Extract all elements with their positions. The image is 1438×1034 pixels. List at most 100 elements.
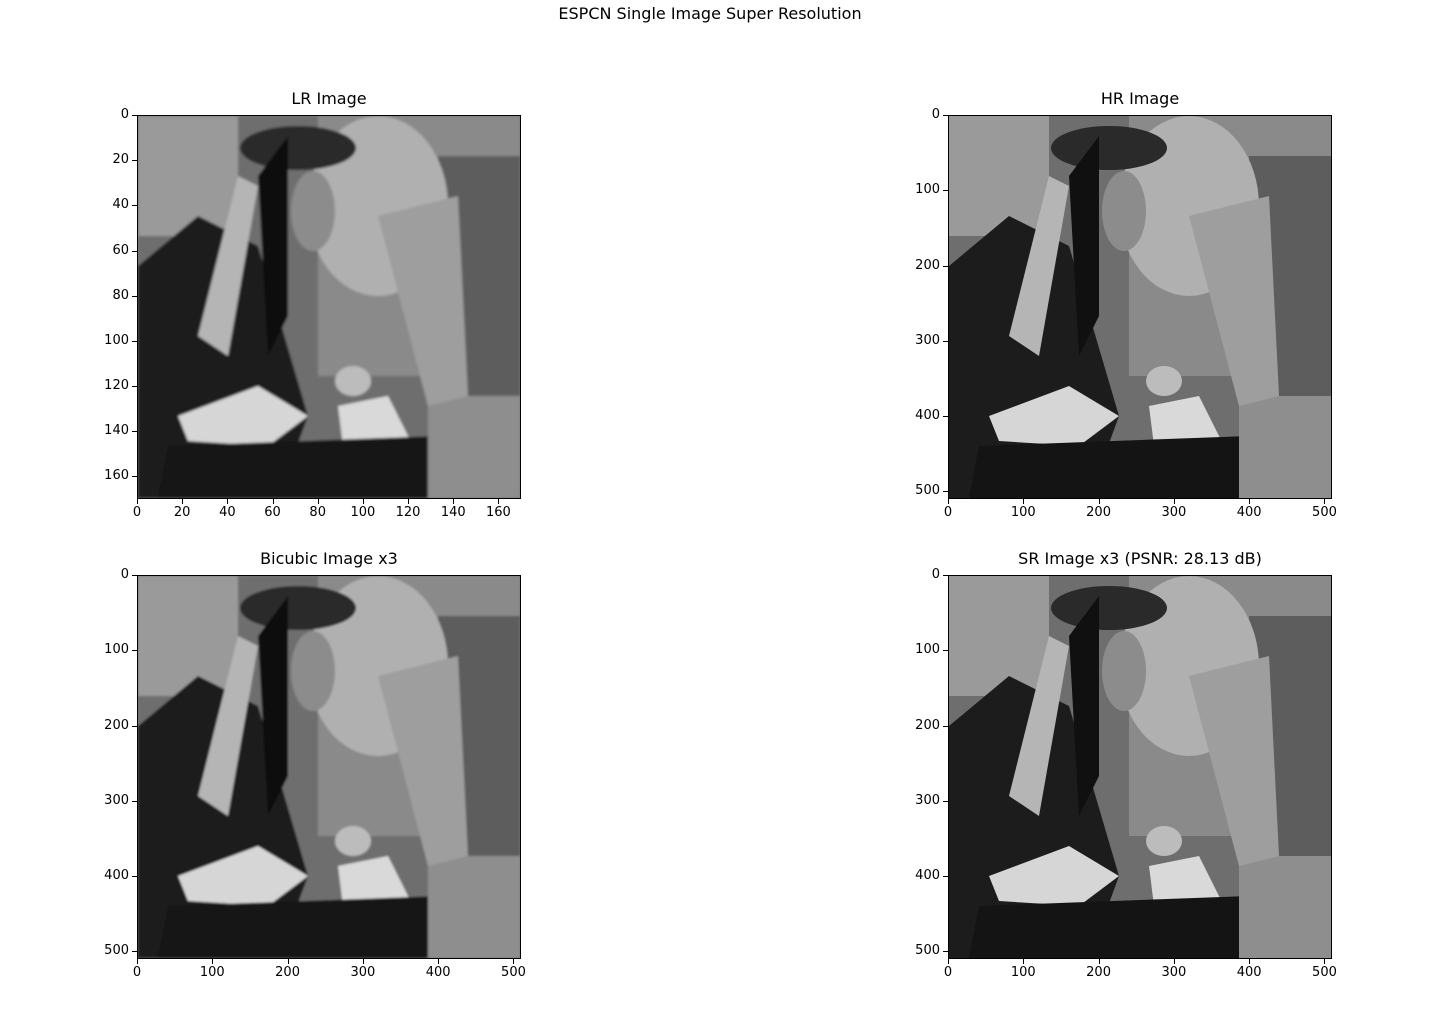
y-tick-mark (132, 725, 137, 727)
x-tick-mark (453, 499, 455, 504)
y-tick-label: 100 (104, 642, 129, 658)
y-tick-label: 20 (112, 152, 129, 168)
y-tick-label: 200 (104, 717, 129, 733)
y-tick-label: 160 (104, 468, 129, 484)
y-tick-label: 300 (104, 792, 129, 808)
x-tick-mark (1324, 959, 1326, 964)
y-tick-mark (132, 575, 137, 576)
y-tick-label: 100 (915, 642, 940, 658)
x-tick-label: 0 (943, 965, 953, 980)
y-tick-label: 140 (104, 423, 129, 439)
y-tick-label: 500 (104, 943, 129, 959)
y-tick-mark (132, 295, 137, 297)
y-tick-label: 200 (915, 257, 940, 273)
y-tick-label: 80 (112, 287, 129, 303)
x-tick-mark (1249, 499, 1251, 504)
portrait-image (138, 116, 520, 498)
y-tick-label: 300 (915, 792, 940, 808)
x-tick-label: 160 (485, 505, 511, 520)
x-tick-label: 0 (943, 505, 953, 520)
y-tick-label: 100 (915, 182, 940, 198)
y-tick-mark (132, 951, 137, 953)
x-tick-label: 400 (1236, 505, 1262, 520)
x-tick-mark (1173, 499, 1175, 504)
x-tick-label: 140 (440, 505, 466, 520)
y-tick-mark (132, 431, 137, 433)
panel-title: LR Image (291, 89, 367, 108)
x-tick-mark (182, 499, 184, 504)
y-tick-mark (943, 265, 948, 267)
x-tick-label: 500 (1312, 505, 1337, 520)
y-tick-mark (132, 476, 137, 478)
x-tick-label: 400 (425, 965, 451, 980)
x-tick-label: 500 (1312, 965, 1337, 980)
y-tick-mark (943, 800, 948, 802)
y-tick-mark (132, 340, 137, 342)
x-tick-mark (1023, 959, 1025, 964)
y-tick-label: 0 (120, 567, 129, 582)
figure-suptitle: ESPCN Single Image Super Resolution (558, 4, 862, 23)
x-tick-label: 100 (199, 965, 225, 980)
lr-image (137, 115, 521, 499)
y-tick-mark (132, 115, 137, 116)
x-tick-mark (1173, 959, 1175, 964)
sr-image (948, 575, 1332, 959)
panel-title: HR Image (1100, 89, 1180, 108)
y-tick-label: 0 (931, 107, 940, 122)
y-tick-mark (943, 340, 948, 342)
y-tick-mark (943, 951, 948, 953)
y-tick-label: 200 (915, 717, 940, 733)
x-tick-label: 0 (132, 505, 142, 520)
bicubic-image (137, 575, 521, 959)
x-tick-mark (227, 499, 229, 504)
x-tick-label: 300 (350, 965, 376, 980)
x-tick-label: 40 (219, 505, 236, 520)
y-tick-label: 0 (120, 107, 129, 122)
x-tick-mark (513, 959, 515, 964)
y-tick-mark (132, 650, 137, 652)
y-tick-mark (943, 575, 948, 576)
y-tick-label: 60 (112, 242, 129, 258)
x-tick-mark (137, 959, 138, 964)
x-tick-mark (137, 499, 138, 504)
y-tick-label: 100 (104, 332, 129, 348)
y-tick-mark (943, 725, 948, 727)
x-tick-mark (362, 959, 364, 964)
x-tick-mark (287, 959, 289, 964)
x-tick-label: 100 (350, 505, 376, 520)
y-tick-mark (943, 115, 948, 116)
y-tick-mark (943, 416, 948, 418)
x-tick-mark (438, 959, 440, 964)
y-tick-label: 120 (104, 378, 129, 394)
x-tick-mark (272, 499, 274, 504)
y-tick-mark (132, 250, 137, 252)
x-tick-mark (1324, 499, 1326, 504)
y-tick-label: 300 (915, 332, 940, 348)
y-tick-mark (943, 190, 948, 192)
y-tick-label: 0 (931, 567, 940, 582)
x-tick-label: 0 (132, 965, 142, 980)
x-tick-mark (317, 499, 319, 504)
panel-title: SR Image x3 (PSNR: 28.13 dB) (1018, 549, 1262, 568)
x-tick-label: 400 (1236, 965, 1262, 980)
x-tick-mark (1098, 499, 1100, 504)
y-tick-label: 500 (915, 943, 940, 959)
y-tick-mark (943, 876, 948, 878)
x-tick-mark (362, 499, 364, 504)
y-tick-mark (132, 205, 137, 207)
x-tick-label: 80 (309, 505, 326, 520)
x-tick-label: 200 (1086, 965, 1111, 980)
portrait-image (949, 116, 1331, 498)
y-tick-mark (943, 650, 948, 652)
x-tick-mark (948, 959, 949, 964)
panel-title: Bicubic Image x3 (260, 549, 398, 568)
hr-image (948, 115, 1332, 499)
y-tick-mark (132, 160, 137, 162)
x-tick-mark (1098, 959, 1100, 964)
x-tick-label: 100 (1010, 965, 1036, 980)
x-tick-label: 200 (1086, 505, 1111, 520)
y-tick-mark (132, 386, 137, 388)
x-tick-label: 500 (501, 965, 526, 980)
x-tick-label: 300 (1161, 965, 1187, 980)
portrait-image (138, 576, 520, 958)
